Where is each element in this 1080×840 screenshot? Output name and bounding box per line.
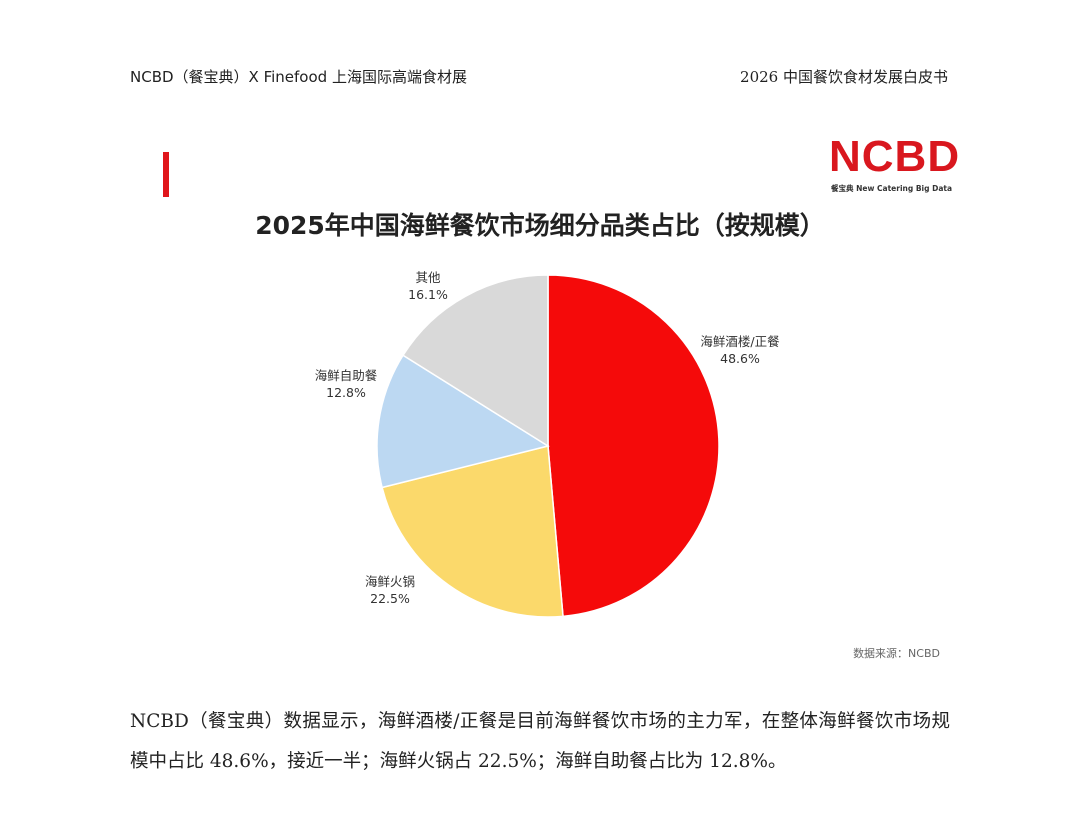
accent-bar xyxy=(163,152,169,197)
slice-value-other: 16.1% xyxy=(408,287,448,302)
slice-value-seafood-restaurant: 48.6% xyxy=(720,351,760,366)
header-left-text: NCBD（餐宝典）X Finefood 上海国际高端食材展 xyxy=(130,68,467,86)
slice-label-seafood-hotpot: 海鲜火锅 xyxy=(365,574,415,589)
slice-label-seafood-restaurant: 海鲜酒楼/正餐 xyxy=(700,334,780,349)
slice-label-other: 其他 xyxy=(415,270,441,285)
pie-labels: 海鲜酒楼/正餐 48.6% 海鲜火锅 22.5% 海鲜自助餐 12.8% 其他 16.1% xyxy=(315,270,780,606)
slice-label-seafood-buffet: 海鲜自助餐 xyxy=(315,368,378,383)
slice-value-seafood-buffet: 12.8% xyxy=(326,385,366,400)
slice-value-seafood-hotpot: 22.5% xyxy=(370,591,410,606)
pie-slice-seafood-buffet xyxy=(376,354,550,489)
pie-slices xyxy=(376,274,720,618)
pie-slice-seafood-hotpot xyxy=(381,445,564,618)
page-header: NCBD（餐宝典）X Finefood 上海国际高端食材展 2026 中国餐饮食… xyxy=(130,66,948,90)
logo-wordmark: NCBD xyxy=(829,132,961,181)
logo-subtitle: 餐宝典 New Catering Big Data xyxy=(831,184,953,193)
chart-title: 2025年中国海鲜餐饮市场细分品类占比（按规模） xyxy=(255,211,825,240)
pie-slice-other xyxy=(402,274,549,448)
ncbd-logo: NCBD 餐宝典 New Catering Big Data xyxy=(829,134,959,196)
pie-slice-seafood-restaurant xyxy=(547,274,720,618)
header-right-text: 2026 中国餐饮食材发展白皮书 xyxy=(740,68,948,86)
body-paragraph: NCBD（餐宝典）数据显示，海鲜酒楼/正餐是目前海鲜餐饮市场的主力军，在整体海鲜… xyxy=(130,711,950,772)
pie-chart: 海鲜酒楼/正餐 48.6% 海鲜火锅 22.5% 海鲜自助餐 12.8% 其他 16.1% xyxy=(315,270,780,618)
data-source: 数据来源：NCBD xyxy=(853,647,940,660)
